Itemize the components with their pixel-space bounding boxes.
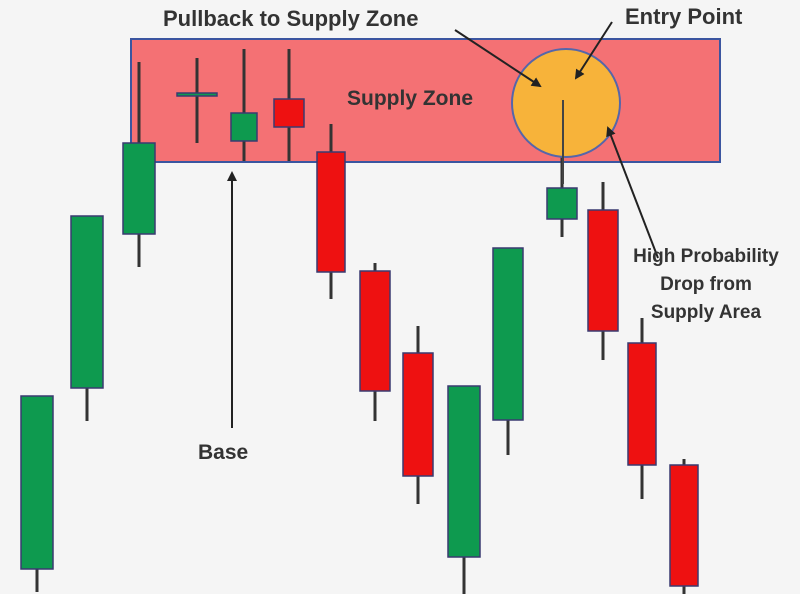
entry-circle bbox=[511, 48, 621, 158]
candle-body bbox=[627, 342, 657, 466]
candle-body bbox=[230, 112, 258, 142]
pullback-arrow bbox=[454, 29, 542, 88]
candle-body bbox=[587, 209, 619, 332]
arrows-group bbox=[227, 21, 659, 428]
candle-body bbox=[447, 385, 481, 558]
candle-body bbox=[316, 151, 346, 273]
annotation-entry-point: Entry Point bbox=[625, 4, 743, 29]
candle-body bbox=[122, 142, 156, 235]
candle-body bbox=[70, 215, 104, 389]
annotation-pullback: Pullback to Supply Zone bbox=[163, 6, 418, 31]
annotation-drop-from: Drop from bbox=[660, 274, 752, 295]
candle-body bbox=[20, 395, 54, 570]
candles-group bbox=[20, 49, 699, 594]
annotation-supply-zone: Supply Zone bbox=[347, 87, 473, 110]
candle-body bbox=[669, 464, 699, 587]
candle-body bbox=[546, 187, 578, 220]
candle-body bbox=[492, 247, 524, 421]
supply-zone-rect bbox=[130, 38, 721, 163]
annotation-base: Base bbox=[198, 441, 248, 464]
annotation-supply-area: Supply Area bbox=[651, 302, 762, 323]
drop-arrow bbox=[606, 126, 659, 259]
candle-body bbox=[273, 98, 305, 128]
candle-body bbox=[402, 352, 434, 477]
annotation-high-probability: High Probability bbox=[633, 246, 779, 267]
candle-body bbox=[359, 270, 391, 392]
entry-arrow bbox=[574, 21, 613, 80]
candle-body bbox=[176, 92, 218, 97]
